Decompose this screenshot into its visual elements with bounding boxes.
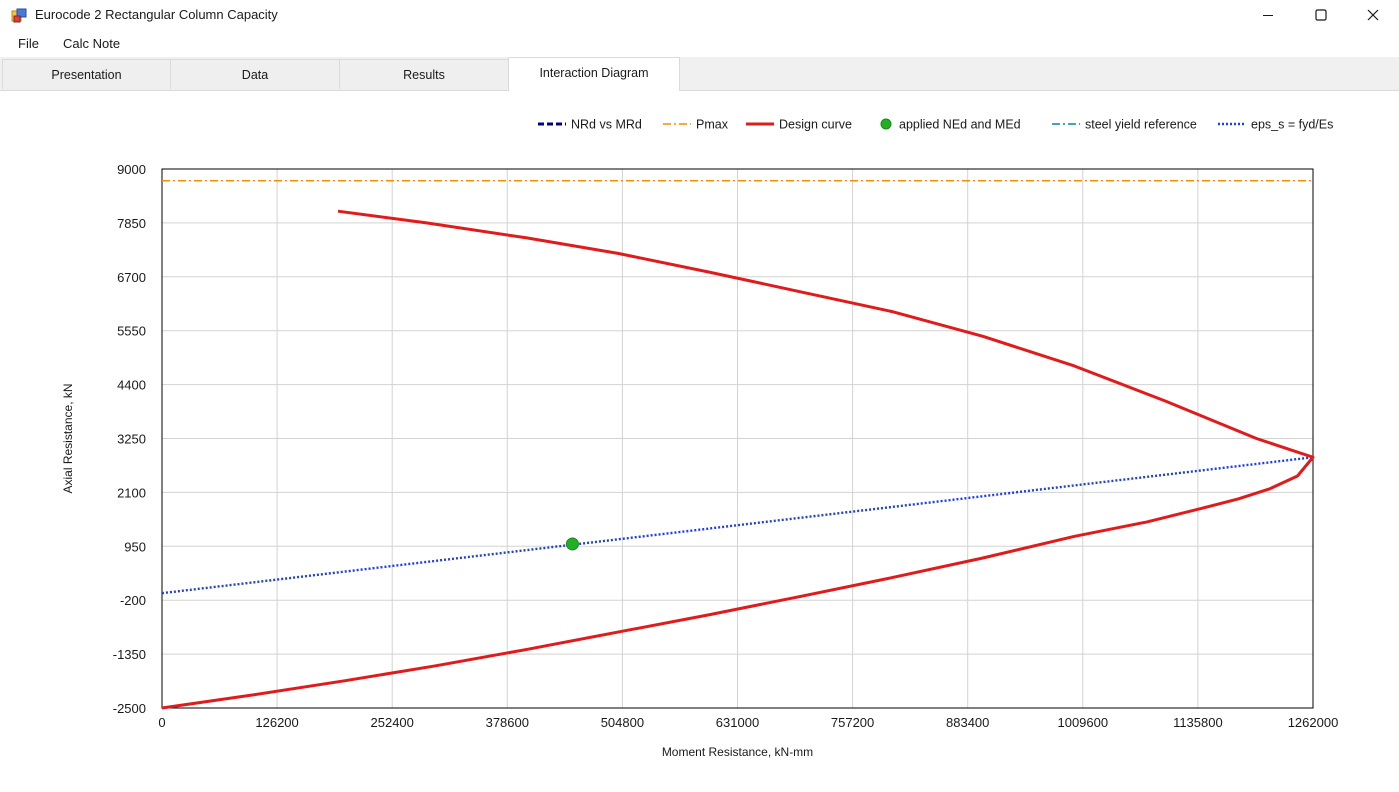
legend-swatch (880, 118, 892, 130)
legend: NRd vs MRd Pmax Design curve applied NEd an… (538, 118, 1333, 132)
window-title: Eurocode 2 Rectangular Column Capacity (35, 7, 278, 22)
x-tick-label: 504800 (601, 715, 644, 730)
y-tick-label: 950 (124, 539, 146, 554)
maximize-button[interactable] (1298, 0, 1344, 30)
applied-point-marker (565, 537, 579, 551)
tick-labels: 0 126200 252400 378600 504800 631000 757200 883… (113, 162, 1339, 730)
y-tick-label: -200 (120, 593, 146, 608)
x-tick-label: 0 (158, 715, 165, 730)
x-tick-label: 378600 (486, 715, 529, 730)
design-curve-line (161, 209, 1315, 710)
y-axis-label: Axial Resistance, kN (61, 383, 75, 493)
legend-label: NRd vs MRd (571, 118, 642, 132)
y-tick-label: 9000 (117, 162, 146, 177)
x-tick-label: 126200 (255, 715, 298, 730)
tab-results[interactable]: Results (339, 59, 509, 89)
interaction-chart: 0 126200 252400 378600 504800 631000 757200 883… (61, 118, 1339, 760)
close-button[interactable] (1350, 0, 1396, 30)
minimize-icon (1263, 15, 1273, 16)
menu-file[interactable]: File (18, 36, 39, 51)
x-axis-label: Moment Resistance, kN-mm (662, 745, 813, 759)
tab-strip: Presentation Data Results Interaction Di… (0, 57, 1399, 91)
y-tick-label: -1350 (113, 647, 146, 662)
menu-calc-note[interactable]: Calc Note (63, 36, 121, 51)
legend-label: steel yield reference (1085, 118, 1197, 132)
tab-interaction-diagram[interactable]: Interaction Diagram (508, 57, 680, 91)
x-tick-label: 1135800 (1173, 715, 1223, 730)
app-icon (11, 8, 27, 23)
x-tick-label: 631000 (716, 715, 759, 730)
menu-bar: File Calc Note (0, 30, 1399, 57)
y-tick-label: -2500 (113, 701, 146, 716)
eps-s-line (161, 456, 1314, 595)
legend-label: Pmax (696, 118, 729, 132)
y-tick-label: 7850 (117, 216, 146, 231)
x-tick-label: 1009600 (1057, 715, 1108, 730)
y-tick-label: 2100 (117, 485, 146, 500)
x-tick-label: 1262000 (1288, 715, 1339, 730)
title-bar: Eurocode 2 Rectangular Column Capacity (0, 0, 1399, 30)
y-tick-label: 4400 (117, 378, 146, 393)
maximize-icon (1315, 9, 1327, 21)
grid (161, 168, 1314, 709)
x-tick-label: 252400 (371, 715, 414, 730)
legend-label: Design curve (779, 118, 852, 132)
close-icon (1367, 9, 1379, 21)
minimize-button[interactable] (1245, 0, 1291, 30)
x-tick-label: 757200 (831, 715, 874, 730)
x-tick-label: 883400 (946, 715, 989, 730)
tab-presentation[interactable]: Presentation (2, 59, 171, 89)
plot-frame (161, 168, 1314, 709)
series-layer (161, 179, 1315, 710)
legend-label: eps_s = fyd/Es (1251, 118, 1333, 132)
y-tick-label: 6700 (117, 270, 146, 285)
interaction-diagram-panel: 0 126200 252400 378600 504800 631000 757200 883… (0, 91, 1399, 787)
legend-label: applied NEd and MEd (899, 118, 1021, 132)
y-tick-label: 3250 (117, 432, 146, 447)
tab-data[interactable]: Data (170, 59, 340, 89)
y-tick-label: 5550 (117, 324, 146, 339)
